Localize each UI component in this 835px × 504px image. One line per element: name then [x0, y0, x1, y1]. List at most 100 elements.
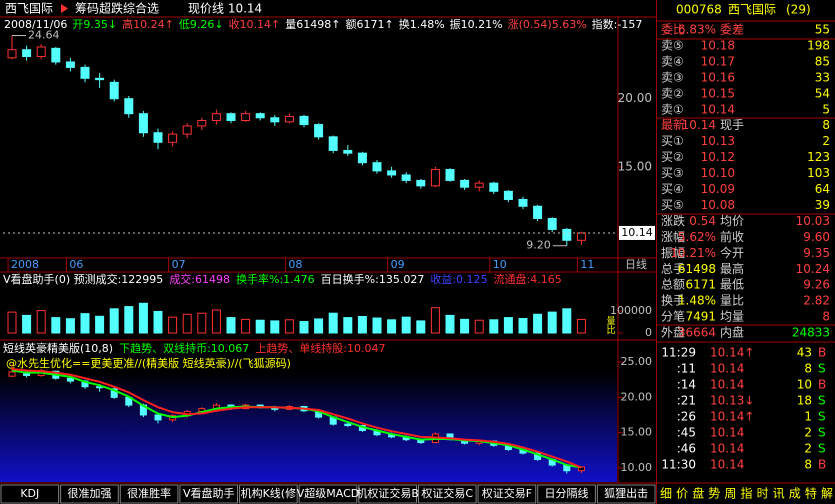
quote-volume: 64	[815, 182, 830, 196]
y-tick-label: 10.00	[621, 461, 653, 474]
quote-price: 10.08	[701, 198, 735, 212]
tab-label[interactable]: V看盘助手	[183, 486, 235, 500]
candle-body	[284, 115, 294, 123]
quote-price: 10.15	[701, 86, 735, 100]
quote-value: 1.48%	[678, 294, 716, 308]
tab[interactable]	[179, 484, 239, 504]
quote-value: 36664	[678, 326, 716, 340]
side-tab[interactable]: 盘	[692, 486, 704, 501]
candle-body	[168, 133, 178, 143]
candle-body	[489, 182, 499, 192]
quote-value: 55	[815, 23, 830, 37]
tab-label[interactable]: 日分隔线	[545, 486, 589, 500]
tab[interactable]	[119, 484, 179, 504]
tab[interactable]	[596, 484, 656, 504]
tab-label[interactable]: 很准加强	[67, 486, 111, 500]
candle-body	[562, 228, 572, 241]
candle-body	[344, 423, 352, 427]
volume-bar	[387, 319, 397, 334]
tab[interactable]	[477, 484, 537, 504]
tab-label[interactable]: V超级MACD	[297, 486, 360, 500]
side-tab[interactable]: 特	[805, 486, 817, 501]
quote-code: 000768	[676, 3, 722, 17]
tab[interactable]	[60, 484, 119, 504]
info-item: 换1.48%	[399, 17, 445, 31]
candle-body	[343, 149, 353, 154]
info-item: 额6171↑	[346, 18, 394, 31]
volume-bar	[241, 318, 251, 334]
tab-label[interactable]: KDJ	[20, 487, 39, 500]
volume-bar	[80, 313, 90, 334]
tab-label[interactable]: 权证交易C	[421, 486, 473, 500]
candle-body	[314, 124, 324, 138]
side-tab[interactable]: 价	[676, 487, 688, 501]
side-tab[interactable]: 时	[757, 487, 769, 501]
tab[interactable]	[537, 484, 596, 504]
quote-volume: 2	[822, 134, 830, 148]
tick-price: 10.14	[710, 378, 744, 392]
tick-volume: 43	[797, 346, 812, 360]
quote-label: 分笔	[661, 309, 685, 324]
tab-label[interactable]: 狐狸出击	[604, 486, 648, 500]
volume-bar	[445, 314, 455, 334]
candle-body	[372, 162, 382, 172]
volume-header-item: 换手率%:1.476	[236, 272, 315, 286]
quote-label: 均量	[720, 310, 744, 324]
volume-bar	[211, 309, 221, 334]
candle-body	[518, 198, 528, 207]
tick-volume: 2	[804, 426, 812, 440]
quote-value: 24833	[792, 326, 830, 340]
candle-body	[474, 182, 484, 188]
tab-label[interactable]: 机权证交易B	[356, 486, 419, 500]
quote-label: 内盘	[720, 325, 744, 340]
quote-volume: 33	[815, 70, 830, 84]
quote-label: 总额	[661, 278, 685, 292]
tab-label[interactable]: 权证交易F	[482, 486, 532, 500]
volume-bar	[401, 316, 411, 334]
side-tab[interactable]: 指	[740, 486, 752, 501]
quote-volume: 123	[807, 150, 830, 164]
volume-bar	[226, 317, 236, 334]
tick-price: 10.14↑	[710, 346, 754, 360]
quote-price: 10.18	[701, 38, 735, 52]
quote-value: 8	[822, 310, 830, 324]
side-tab[interactable]: 细	[660, 487, 672, 501]
tab[interactable]	[358, 484, 417, 504]
candle-body	[299, 115, 309, 126]
quote-label: 现手	[720, 118, 744, 132]
tab[interactable]	[417, 484, 477, 504]
volume-bar	[270, 320, 280, 334]
quote-label: 委差	[720, 23, 744, 37]
tick-volume: 2	[804, 442, 812, 456]
tick-price: 10.14	[710, 362, 744, 376]
side-tab[interactable]: 周	[724, 487, 736, 501]
info-item: 振10.21%	[450, 17, 503, 31]
volume-header-item: 流通盘:4.165	[494, 272, 562, 286]
side-tab[interactable]: 成	[789, 487, 801, 501]
tick-side: B	[818, 458, 826, 472]
candle-body	[197, 119, 207, 127]
quote-name: 西飞国际	[728, 3, 776, 17]
candle-body	[66, 377, 74, 382]
tab-label[interactable]: 很准胜率	[127, 486, 171, 500]
quote-price: 10.09	[701, 182, 735, 196]
candle-body	[51, 47, 61, 63]
y-tick-label: 100000	[610, 304, 652, 317]
candle-body	[154, 414, 162, 421]
tab[interactable]	[298, 484, 358, 504]
tab-label[interactable]: 机构K线(修	[241, 486, 297, 500]
quote-volume: 54	[815, 86, 830, 100]
quote-price: 10.17	[701, 54, 735, 68]
quote-label: 卖②	[661, 86, 684, 100]
candle-body	[445, 169, 455, 181]
side-tab[interactable]: 讯	[773, 487, 785, 501]
tab[interactable]	[239, 484, 298, 504]
volume-bar	[328, 312, 338, 334]
tab[interactable]	[0, 484, 60, 504]
candle-body	[80, 66, 90, 79]
side-tab[interactable]: 解	[821, 487, 833, 501]
side-tab[interactable]: 势	[708, 487, 720, 501]
volume-bar	[7, 311, 17, 334]
quote-label: 卖⑤	[661, 38, 684, 52]
